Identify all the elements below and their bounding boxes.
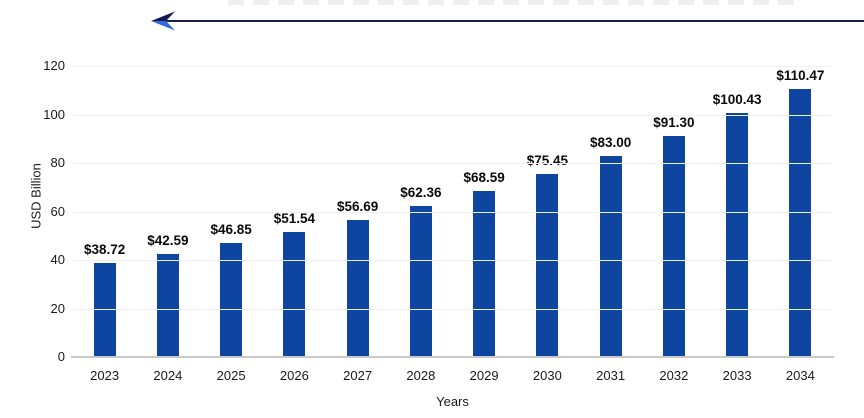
bar-2030 [536, 174, 559, 357]
y-tick-label-60: 60 [50, 203, 65, 219]
bar-slot-2033: $100.43 2033 [706, 66, 769, 383]
y-tick-label-20: 20 [50, 300, 65, 316]
bar-2027 [346, 219, 369, 357]
bar-2025 [220, 243, 243, 357]
bar-slot-2030: $75.45 2030 [516, 66, 579, 383]
x-axis-baseline [71, 356, 834, 358]
x-tick-label-2029: 2029 [469, 368, 499, 383]
bar-2032 [662, 135, 685, 357]
gridline-60 [73, 211, 832, 213]
bar-slot-2029: $68.59 2029 [453, 66, 516, 383]
bar-2029 [473, 190, 496, 357]
y-tick-label-40: 40 [50, 252, 65, 267]
y-tick-label-120: 120 [43, 58, 65, 73]
gridline-40 [73, 260, 832, 261]
bar-2026 [283, 232, 306, 357]
x-tick-label-2026: 2026 [279, 368, 309, 383]
x-tick-label-2025: 2025 [216, 368, 246, 383]
y-tick-label-80: 80 [50, 155, 65, 170]
bar-value-label-2026: $51.54 [273, 211, 316, 227]
bar-value-label-2025: $46.85 [210, 222, 252, 238]
y-tick-label-100: 100 [43, 106, 65, 122]
bar-value-label-2034: $110.47 [776, 68, 825, 84]
x-tick-label-2034: 2034 [785, 368, 815, 383]
bar-slot-2031: $83.00 2031 [579, 66, 642, 383]
x-tick-label-2028: 2028 [406, 368, 436, 383]
x-axis-title: Years [436, 394, 469, 409]
y-tick-label-0: 0 [57, 349, 65, 364]
bar-slot-2023: $38.72 2023 [73, 66, 136, 383]
bar-value-label-2033: $100.43 [712, 92, 762, 108]
bar-2024 [156, 253, 179, 357]
gridline-20 [73, 308, 832, 310]
bar-value-label-2031: $83.00 [589, 134, 632, 150]
arrow-head-upper [151, 11, 175, 21]
x-tick-label-2031: 2031 [596, 368, 626, 383]
bar-value-label-2029: $68.59 [463, 169, 505, 185]
bar-value-label-2032: $91.30 [653, 114, 695, 130]
bar-value-label-2027: $56.69 [336, 198, 379, 214]
bar-value-label-2030: $75.45 [526, 153, 569, 169]
bar-slot-2032: $91.30 2032 [642, 66, 705, 383]
gridline-120 [73, 66, 832, 67]
gridline-100 [73, 114, 832, 116]
trend-arrow [151, 11, 864, 31]
bar-group: $38.72 2023 $42.59 2024 $46.85 2025 $51.54 2026… [73, 66, 832, 383]
arrow-head-lower [151, 21, 175, 31]
x-tick-label-2023: 2023 [90, 368, 120, 383]
bar-slot-2034: $110.47 2034 [769, 66, 832, 383]
bar-value-label-2028: $62.36 [400, 184, 442, 200]
bar-2023 [93, 263, 116, 357]
bar-2033 [726, 113, 749, 357]
cutoff-text-remnant [228, 0, 794, 5]
bar-2034 [789, 89, 812, 357]
bar-slot-2028: $62.36 2028 [389, 66, 452, 383]
bar-slot-2025: $46.85 2025 [200, 66, 263, 383]
bar-value-label-2024: $42.59 [147, 232, 189, 248]
x-tick-label-2027: 2027 [343, 368, 373, 383]
bar-value-label-2023: $38.72 [83, 242, 126, 258]
bar-2028 [409, 205, 432, 357]
x-tick-label-2033: 2033 [722, 368, 752, 383]
gridline-80 [73, 163, 832, 164]
bar-slot-2024: $42.59 2024 [136, 66, 199, 383]
bar-slot-2026: $51.54 2026 [263, 66, 326, 383]
bar-2031 [599, 155, 622, 357]
x-tick-label-2030: 2030 [532, 368, 562, 383]
x-tick-label-2032: 2032 [659, 368, 689, 383]
x-tick-label-2024: 2024 [153, 368, 183, 383]
bar-slot-2027: $56.69 2027 [326, 66, 389, 383]
plot-area: $38.72 2023 $42.59 2024 $46.85 2025 $51.54 2026… [71, 66, 834, 383]
